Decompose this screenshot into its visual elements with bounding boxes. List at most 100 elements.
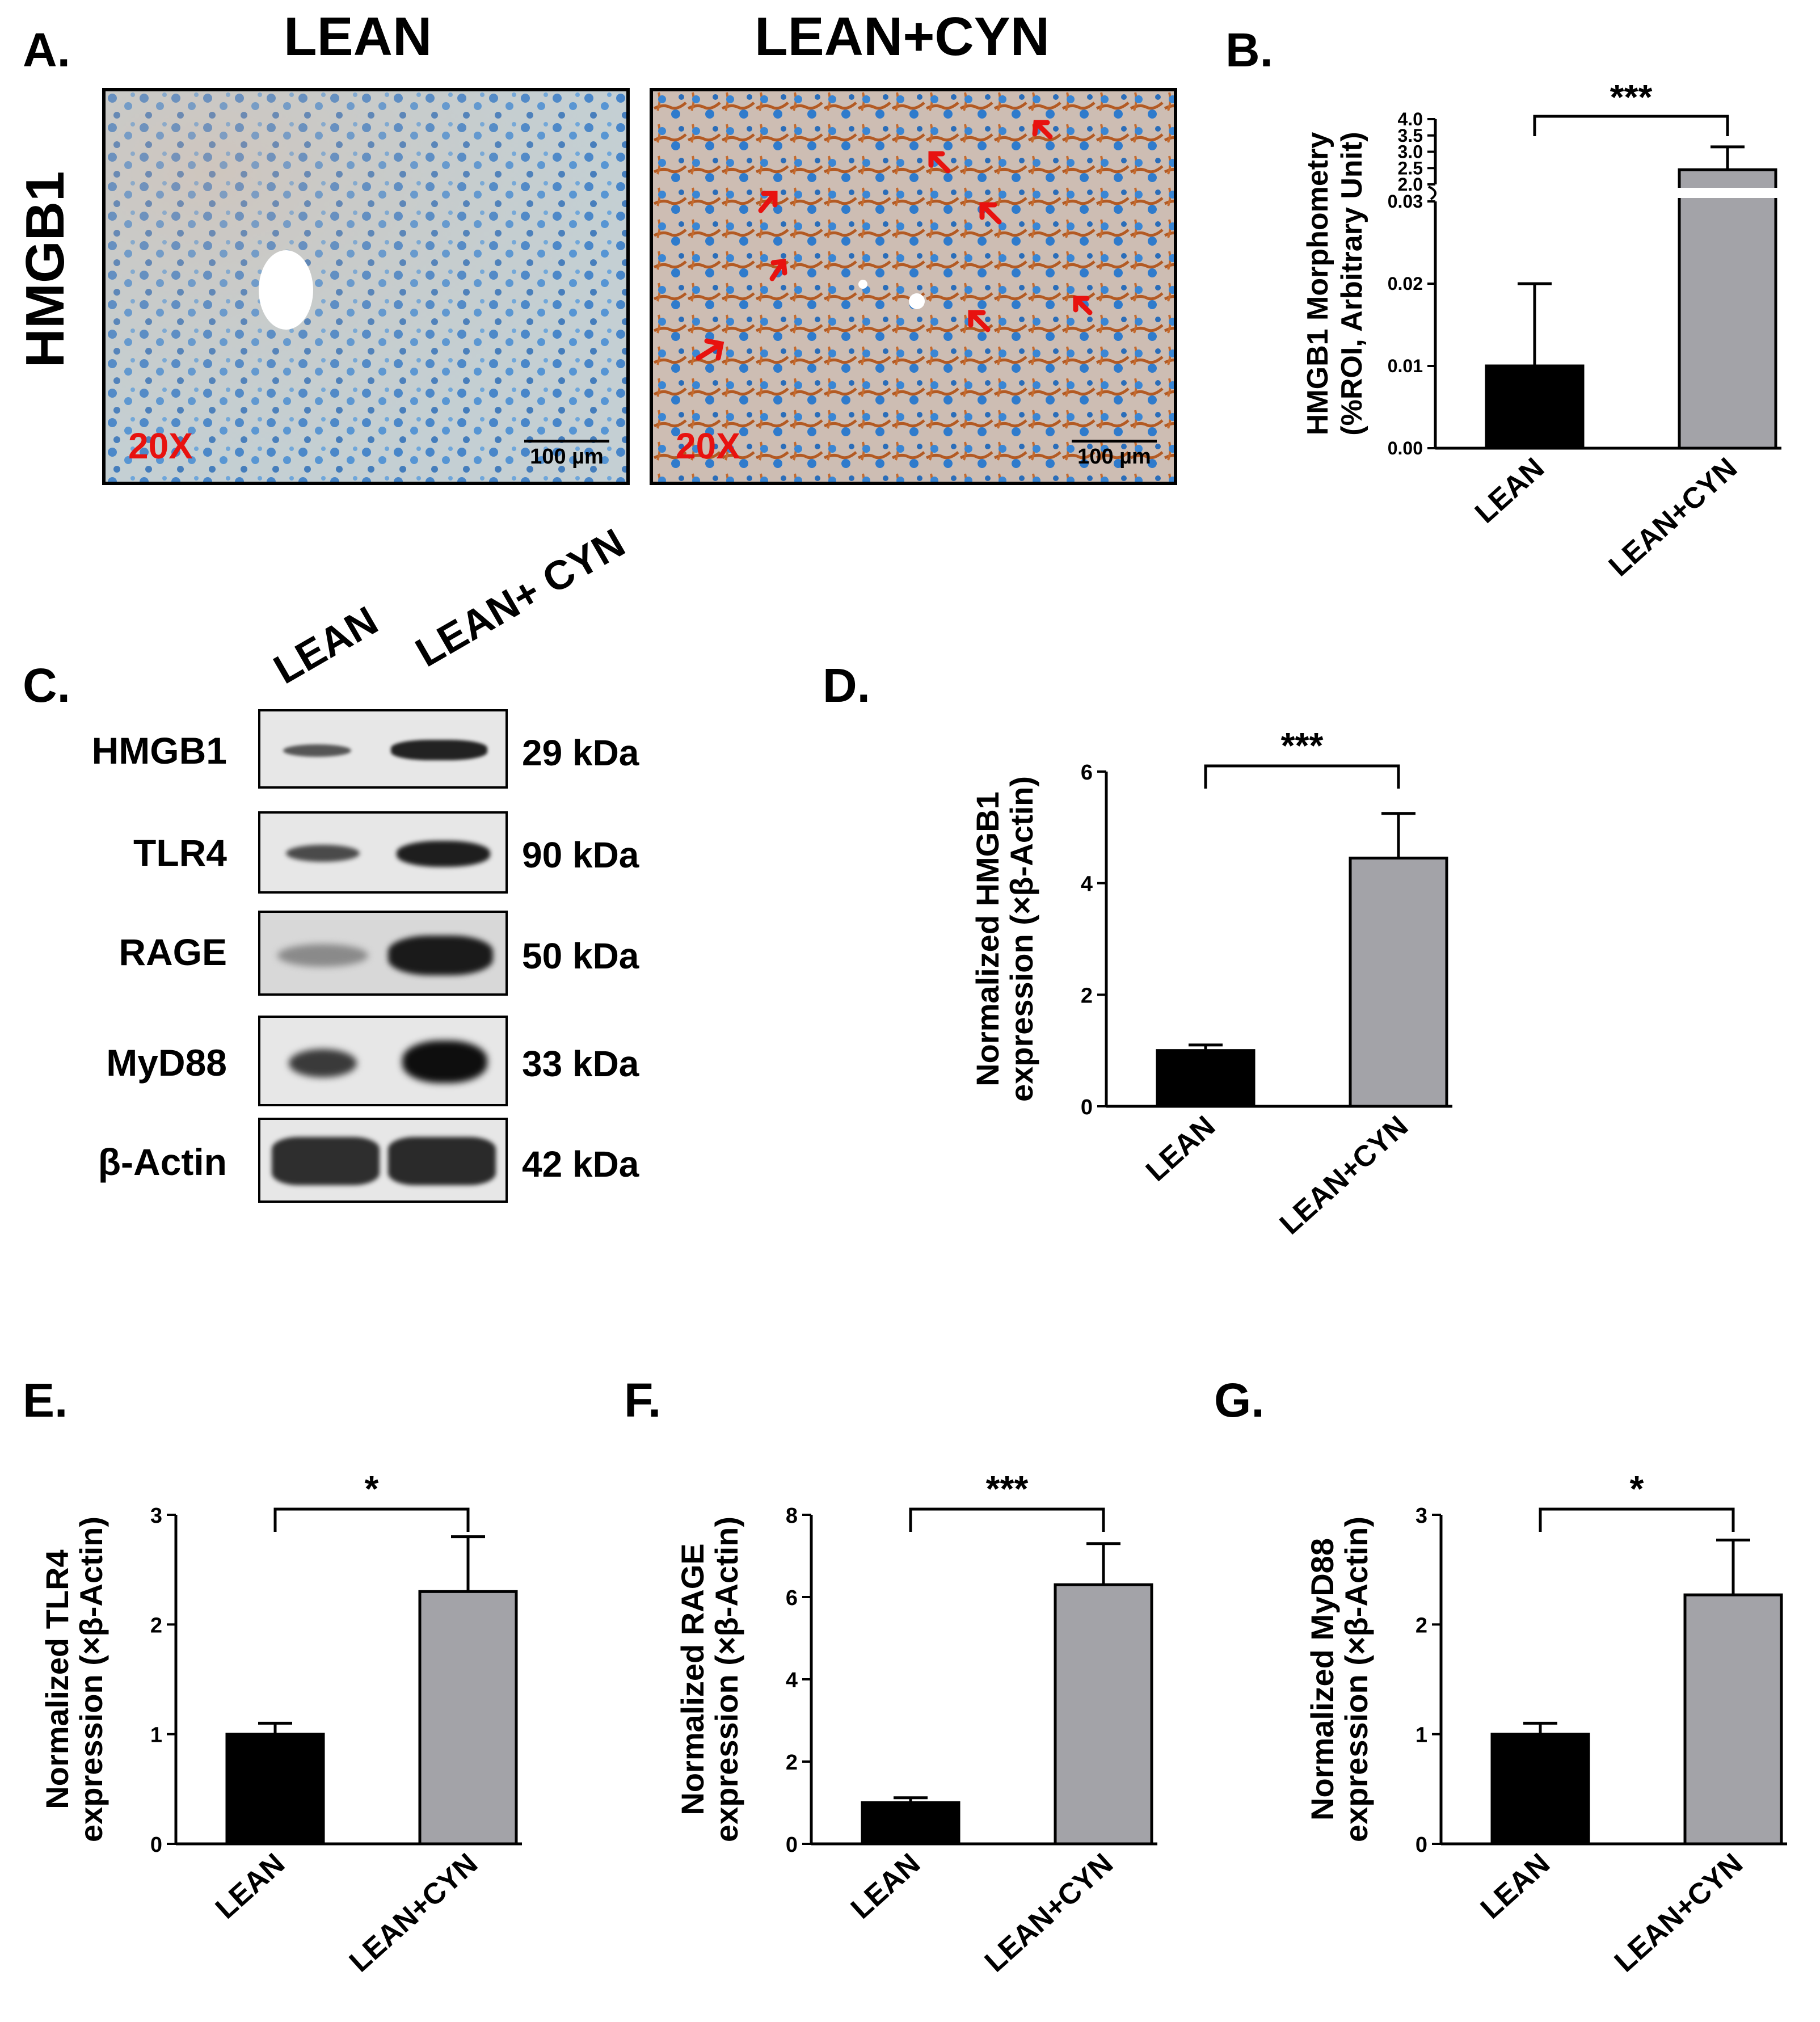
chart-g-significance-label: * <box>1630 1468 1644 1509</box>
blot-label-tlr4: TLR4 <box>133 832 227 874</box>
blot-label-rage: RAGE <box>119 931 227 973</box>
chart-f-category-label: LEAN+CYN <box>979 1847 1119 1979</box>
blot-band-actin-cyn <box>388 1137 496 1185</box>
blot-kda-myd88: 33 kDa <box>522 1043 639 1084</box>
panel-label-c: C. <box>23 659 70 712</box>
chart-d-ylabel-line1: Normalized HMGB1 <box>970 791 1005 1086</box>
panel-label-f: F. <box>624 1374 662 1427</box>
chart-b-tick-label-upper: 2.5 <box>1398 158 1423 178</box>
chart-g-ylabel-line1: Normalized MyD88 <box>1304 1538 1340 1821</box>
chart-g-bar-lean-cyn <box>1683 1593 1783 1846</box>
blot-strip-rage <box>258 911 508 996</box>
chart-e-category-label: LEAN <box>209 1847 291 1926</box>
chart-b-bar-lean <box>1485 364 1585 450</box>
chart-g-bar-lean <box>1490 1733 1590 1846</box>
chart-b-hmgb1-morphometry: 2.02.53.03.54.0 0.00 0.01 0.02 0.03 LEAN LEAN+… <box>1305 85 1781 583</box>
chart-e-tick-label: 3 <box>150 1504 162 1528</box>
chart-e-tlr4-expression: 0 1 2 3 LEAN LEAN+CYN * Normalized TLR4expressi… <box>39 1468 522 1979</box>
chart-g-tick-label: 0 <box>1415 1833 1427 1857</box>
chart-b-ylabel-line1: HMGB1 Morphometry <box>1305 132 1334 436</box>
chart-e-category-label: LEAN+CYN <box>343 1847 484 1979</box>
chart-g-category-label: LEAN+CYN <box>1608 1847 1749 1979</box>
chart-g-myd88-expression: 0 1 2 3 LEAN LEAN+CYN * Normalized MyD88express… <box>1304 1468 1787 1979</box>
blot-band-actin-lean <box>272 1137 380 1185</box>
chart-b-bar-lean-cyn <box>1678 168 1777 450</box>
chart-g-tick-label: 1 <box>1415 1724 1427 1747</box>
micrograph-lean-cyn: 20X 100 µm <box>650 88 1177 485</box>
chart-b-category-label: LEAN <box>1469 452 1551 530</box>
chart-b-tick-label-upper: 2.0 <box>1398 174 1423 195</box>
blot-lane-label-lean-cyn: LEAN+ CYN <box>408 520 633 676</box>
blot-lane-label-lean: LEAN <box>266 597 386 693</box>
blot-kda-tlr4: 90 kDa <box>522 835 639 875</box>
chart-d-hmgb1-expression: 0 2 4 6 LEAN LEAN+CYN *** Normalized HMGB1expre… <box>970 725 1452 1241</box>
chart-d-significance-label: *** <box>1281 725 1324 766</box>
chart-f-tick-label: 0 <box>786 1833 798 1857</box>
micrograph-lean: 20X 100 µm <box>102 88 630 485</box>
micrograph-lean-magnification: 20X <box>128 426 193 466</box>
chart-d-tick-label: 6 <box>1081 761 1093 785</box>
blot-strip-hmgb1 <box>258 709 508 789</box>
micrograph-lean-scale-text: 100 µm <box>530 445 604 469</box>
chart-e-tick-label: 1 <box>150 1724 162 1747</box>
blot-strip-tlr4 <box>258 811 508 894</box>
chart-b-axis-break-mark <box>1428 186 1436 200</box>
chart-b-tick-label-lower: 0.00 <box>1388 438 1423 458</box>
chart-d-category-label: LEAN+CYN <box>1274 1110 1414 1241</box>
chart-f-tick-label: 8 <box>786 1504 798 1528</box>
blot-kda-rage: 50 kDa <box>522 936 639 976</box>
chart-f-tick-label: 6 <box>786 1586 798 1610</box>
blot-band-rage-cyn <box>388 936 493 975</box>
chart-b-bar-break-gap <box>1677 188 1778 198</box>
chart-b-category-label: LEAN+CYN <box>1603 452 1743 583</box>
chart-g-tick-label: 2 <box>1415 1614 1427 1637</box>
panel-label-b: B. <box>1225 23 1273 77</box>
chart-f-significance-bracket <box>909 1507 1105 1532</box>
panel-label-e: E. <box>23 1374 68 1427</box>
chart-e-tick-label: 0 <box>150 1833 162 1857</box>
chart-d-tick-label: 4 <box>1081 873 1093 896</box>
chart-e-ylabel-line1: Normalized TLR4 <box>39 1549 75 1809</box>
chart-e-ylabel-line2: expression (×β-Actin) <box>73 1516 109 1842</box>
chart-g-ylabel-line2: expression (×β-Actin) <box>1338 1516 1374 1842</box>
chart-e-bar-lean <box>225 1733 325 1846</box>
chart-g-tick-label: 3 <box>1415 1504 1427 1528</box>
blot-band-rage-lean <box>277 944 368 967</box>
chart-d-category-label: LEAN <box>1140 1110 1221 1188</box>
chart-f-rage-expression: 0 2 4 6 8 LEAN LEAN+CYN *** Normalized RAGEexpre… <box>675 1468 1157 1979</box>
panel-label-d: D. <box>823 659 870 712</box>
chart-b-significance-bracket <box>1533 115 1729 136</box>
micrograph-lean-cyn-magnification: 20X <box>676 426 740 466</box>
chart-f-category-label: LEAN <box>845 1847 926 1926</box>
chart-g-category-label: LEAN <box>1474 1847 1556 1926</box>
panel-label-a: A. <box>23 23 70 77</box>
chart-e-tick-label: 2 <box>150 1614 162 1637</box>
micrograph-left-title: LEAN <box>284 6 432 67</box>
chart-f-tick-label: 2 <box>786 1751 798 1775</box>
chart-b-tick-label-lower: 0.02 <box>1388 273 1423 294</box>
chart-e-significance-bracket <box>273 1507 470 1532</box>
blot-band-myd88-lean <box>289 1049 357 1077</box>
chart-b-tick-label-upper: 3.5 <box>1398 125 1423 146</box>
blot-strip-beta-actin <box>258 1118 508 1203</box>
chart-g-significance-bracket <box>1539 1507 1735 1532</box>
chart-b-significance-label: *** <box>1610 85 1653 117</box>
chart-d-tick-label: 2 <box>1081 984 1093 1008</box>
chart-b-tick-label-upper: 4.0 <box>1398 109 1423 129</box>
chart-d-significance-bracket <box>1204 764 1400 789</box>
chart-b-tick-label-lower: 0.01 <box>1388 356 1423 376</box>
micrograph-lean-cyn-image <box>653 91 1174 482</box>
blot-band-tlr4-cyn <box>397 841 490 867</box>
chart-f-bar-lean <box>861 1801 960 1846</box>
chart-e-significance-label: * <box>365 1468 379 1509</box>
micrograph-lean-cyn-scale-text: 100 µm <box>1077 445 1151 469</box>
blot-label-myd88: MyD88 <box>106 1042 227 1084</box>
blot-kda-beta-actin: 42 kDa <box>522 1144 639 1185</box>
chart-e-bar-lean-cyn <box>418 1590 518 1846</box>
chart-b-tick-label-lower: 0.03 <box>1388 191 1423 212</box>
chart-f-significance-label: *** <box>986 1468 1029 1509</box>
chart-b-tick-label-upper: 3.0 <box>1398 142 1423 162</box>
blot-kda-hmgb1: 29 kDa <box>522 732 639 773</box>
red-arrow-markers <box>696 120 1093 361</box>
chart-f-ylabel-line1: Normalized RAGE <box>675 1543 710 1815</box>
